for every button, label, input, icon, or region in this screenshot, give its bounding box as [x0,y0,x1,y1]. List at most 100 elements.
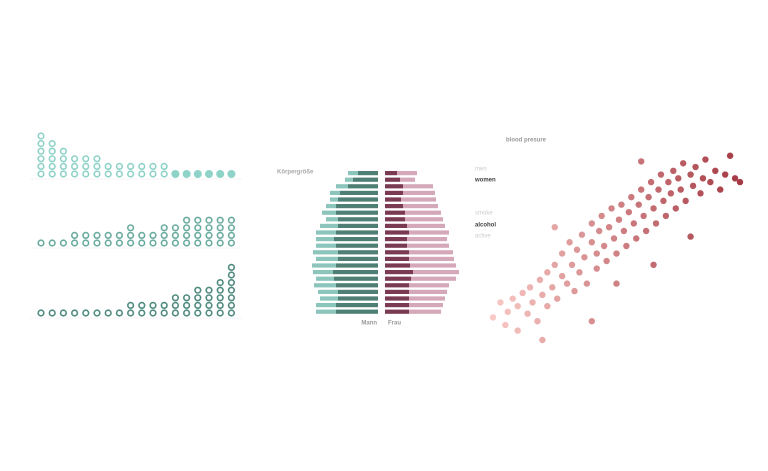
dot [171,239,179,247]
dot [37,140,45,148]
point [536,276,544,284]
dot [104,239,112,247]
bar [405,210,441,215]
dot [149,309,157,317]
dot [216,301,224,310]
dot-column [93,309,101,317]
bar [338,289,378,294]
dot [93,155,101,163]
point [657,171,665,178]
point [566,239,573,246]
point [558,272,566,280]
bar [348,171,358,176]
point [539,336,546,344]
dot [104,231,112,239]
dot-column [104,162,112,178]
legend-entry: women [474,178,496,184]
dot [183,224,191,232]
point [568,261,576,268]
bar [334,237,378,242]
dot [193,170,202,178]
dot-column [48,140,56,178]
dot [59,147,68,155]
dot-column [171,294,179,317]
dot [205,224,213,232]
left-label: Mann [361,321,377,327]
dot [138,170,146,178]
dot [171,294,179,302]
dot [70,155,79,163]
dot [70,239,79,247]
dot [205,309,213,317]
dot-column [205,286,213,317]
point [721,171,729,178]
dot [194,239,202,247]
dot [216,294,224,302]
point [544,302,551,310]
pyramid-title: Körpergröße [277,170,314,176]
bar [405,217,443,222]
bar [409,303,443,308]
point [549,284,556,291]
dot [171,170,180,178]
dot-column [227,263,235,317]
bar [403,190,435,195]
dot [48,140,56,148]
dot [227,216,235,224]
dot-column [227,170,236,178]
bar [338,256,378,261]
dot [138,231,146,239]
bar [322,210,336,215]
bar [353,177,378,182]
bar [336,184,348,189]
dot [127,231,135,239]
dot [70,309,79,317]
dot [138,239,146,247]
point [672,205,679,212]
dot [194,231,202,239]
dot [227,286,235,294]
point [578,231,586,238]
dot [37,162,45,170]
bar [320,223,338,228]
dot [183,231,191,239]
point [635,201,642,208]
dot [216,216,224,224]
point [514,302,521,310]
point [650,205,657,212]
bar [385,276,411,281]
bar [407,237,447,242]
dot [48,170,56,178]
dot-column [149,162,157,178]
dot [104,170,112,178]
dot-column [138,231,146,247]
dot [115,162,123,170]
bar [336,210,378,215]
dot [205,286,213,294]
dot [93,170,101,178]
dot [194,286,202,294]
dot [149,301,157,310]
dot [48,162,56,170]
dot [149,162,157,170]
bar [385,270,413,275]
bar [407,243,449,248]
bar [385,243,407,248]
dot-column [93,155,101,178]
point [613,280,620,287]
bar [336,303,378,308]
bar [313,250,338,255]
dot [227,231,235,239]
bar [385,217,405,222]
dot-column [115,162,123,178]
dot-column [171,224,179,247]
point [702,156,709,163]
dot [205,231,213,239]
point [670,167,677,174]
point [638,186,645,193]
point [687,171,694,178]
dot-column [183,216,191,247]
point [647,178,655,186]
dot [171,309,179,317]
bar [409,250,453,255]
